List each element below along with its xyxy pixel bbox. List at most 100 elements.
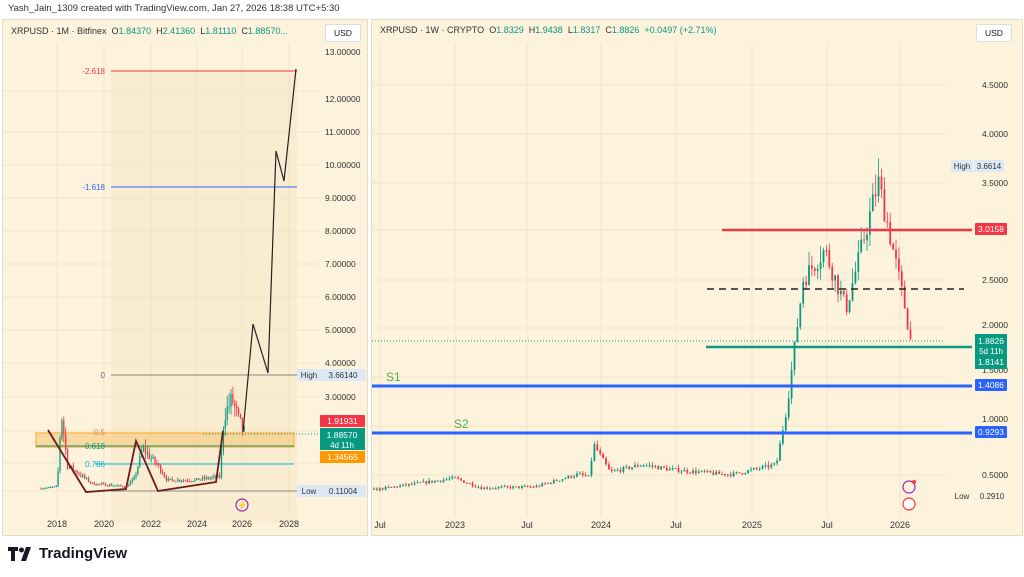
weekly-candle xyxy=(706,470,709,472)
weekly-candle xyxy=(431,480,433,483)
price-axis-label: 12.00000 xyxy=(325,94,361,104)
monthly-candle xyxy=(139,456,141,467)
monthly-candle xyxy=(40,488,42,490)
monthly-candle xyxy=(228,406,230,408)
s1-label: S1 xyxy=(386,370,401,384)
low-value: 1.8317 xyxy=(572,25,601,35)
weekly-candle xyxy=(489,488,491,490)
weekly-candle xyxy=(819,262,822,270)
monthly-candle xyxy=(82,475,84,477)
weekly-candle xyxy=(384,486,387,490)
weekly-candle xyxy=(802,281,805,304)
weekly-candle xyxy=(703,470,706,472)
weekly-candle xyxy=(837,275,839,295)
monthly-candle xyxy=(85,478,88,480)
monthly-candle xyxy=(122,486,124,488)
monthly-candle xyxy=(104,483,107,486)
lightning-event-icon[interactable] xyxy=(902,480,916,494)
weekly-candle xyxy=(654,466,657,468)
monthly-candle xyxy=(112,485,114,487)
monthly-chart-canvas[interactable]: 13.00000 12.00000 11.00000 10.00000 9.00000 8… xyxy=(3,20,369,537)
weekly-candle xyxy=(515,486,517,488)
weekly-candle xyxy=(776,460,778,464)
currency-button[interactable]: USD xyxy=(976,24,1012,42)
monthly-candle xyxy=(184,480,187,482)
weekly-chart-canvas[interactable]: 4.5000 4.0000 3.5000 2.5000 2.0000 1.5000 1.00… xyxy=(372,20,1024,537)
monthly-candle xyxy=(161,472,164,475)
price-axis-label: 10.00000 xyxy=(325,160,361,170)
weekly-candle xyxy=(439,480,442,482)
weekly-candle xyxy=(909,329,912,339)
weekly-candle xyxy=(828,250,831,267)
high-value: 3.6614 xyxy=(977,162,1002,171)
weekly-candle xyxy=(503,486,506,488)
monthly-candle xyxy=(89,481,92,483)
price-axis-label: 2.5000 xyxy=(982,275,1008,285)
monthly-candle xyxy=(234,403,236,407)
price-axis-label: 3.00000 xyxy=(325,392,356,402)
weekly-candle xyxy=(692,470,694,473)
weekly-candle xyxy=(880,176,883,190)
price-axis-label: 4.5000 xyxy=(982,80,1008,90)
change-value: +0.0497 (+2.71%) xyxy=(644,25,717,35)
monthly-candle xyxy=(213,476,215,478)
lightning-event-icon[interactable] xyxy=(235,498,249,512)
monthly-candle xyxy=(87,478,90,482)
symbol-name[interactable]: XRPUSD · 1W · CRYPTO xyxy=(380,25,485,35)
weekly-candle xyxy=(631,467,633,469)
price-tag-bg xyxy=(320,428,365,450)
bar-countdown: 5d 11h xyxy=(979,347,1003,356)
monthly-candle xyxy=(80,474,82,477)
weekly-candle xyxy=(373,488,375,490)
weekly-chart-panel[interactable]: 4.5000 4.0000 3.5000 2.5000 2.0000 1.5000 1.00… xyxy=(371,19,1023,536)
price-axis-label: 2.0000 xyxy=(982,320,1008,330)
weekly-candle xyxy=(782,430,784,444)
monthly-candle xyxy=(148,452,150,459)
weekly-candle xyxy=(448,478,451,480)
low-label: L xyxy=(200,26,206,36)
weekly-candle xyxy=(416,482,419,484)
weekly-candle xyxy=(784,417,787,431)
low-label: Low xyxy=(955,492,970,501)
weekly-candle xyxy=(376,488,378,491)
tradingview-logo[interactable]: TradingView xyxy=(8,545,127,562)
weekly-candle xyxy=(422,481,425,483)
monthly-chart-panel[interactable]: 13.00000 12.00000 11.00000 10.00000 9.00000 8… xyxy=(2,19,368,536)
weekly-candle xyxy=(866,234,868,241)
monthly-candle xyxy=(116,485,118,487)
us-flag-event-icon[interactable] xyxy=(902,497,916,511)
weekly-candle xyxy=(718,471,720,475)
price-axis-label: 5.00000 xyxy=(325,325,356,335)
weekly-candle xyxy=(477,487,480,489)
weekly-candle xyxy=(608,464,610,470)
price-axis-label: 13.00000 xyxy=(325,47,361,57)
s2-price-tag-bg xyxy=(975,426,1007,438)
weekly-candle xyxy=(900,271,903,287)
low-label: Low xyxy=(302,487,317,496)
price-axis-label: 4.0000 xyxy=(982,129,1008,139)
weekly-candle xyxy=(480,487,483,490)
weekly-candle xyxy=(671,468,674,470)
notification-dot xyxy=(912,480,916,484)
time-axis-label: 2023 xyxy=(445,520,465,530)
weekly-candle xyxy=(871,194,874,212)
monthly-candle xyxy=(84,475,86,479)
monthly-candle xyxy=(55,486,57,488)
currency-button[interactable]: USD xyxy=(325,24,361,42)
symbol-name[interactable]: XRPUSD · 1M · Bitfinex xyxy=(11,26,107,36)
monthly-candle xyxy=(199,479,202,481)
resistance-price-tag-bg xyxy=(975,223,1007,235)
monthly-candle xyxy=(133,477,135,480)
monthly-candle xyxy=(70,465,73,467)
weekly-candle xyxy=(689,472,691,474)
weekly-candle xyxy=(509,486,512,489)
weekly-candle xyxy=(790,370,793,399)
monthly-candle xyxy=(232,393,234,404)
monthly-candle xyxy=(203,477,206,480)
weekly-candle xyxy=(886,221,889,223)
price-axis-label: 3.5000 xyxy=(982,178,1008,188)
time-axis-label: 2020 xyxy=(94,519,114,529)
monthly-candle xyxy=(127,485,130,487)
weekly-candle xyxy=(387,486,390,488)
weekly-candle xyxy=(512,486,515,489)
